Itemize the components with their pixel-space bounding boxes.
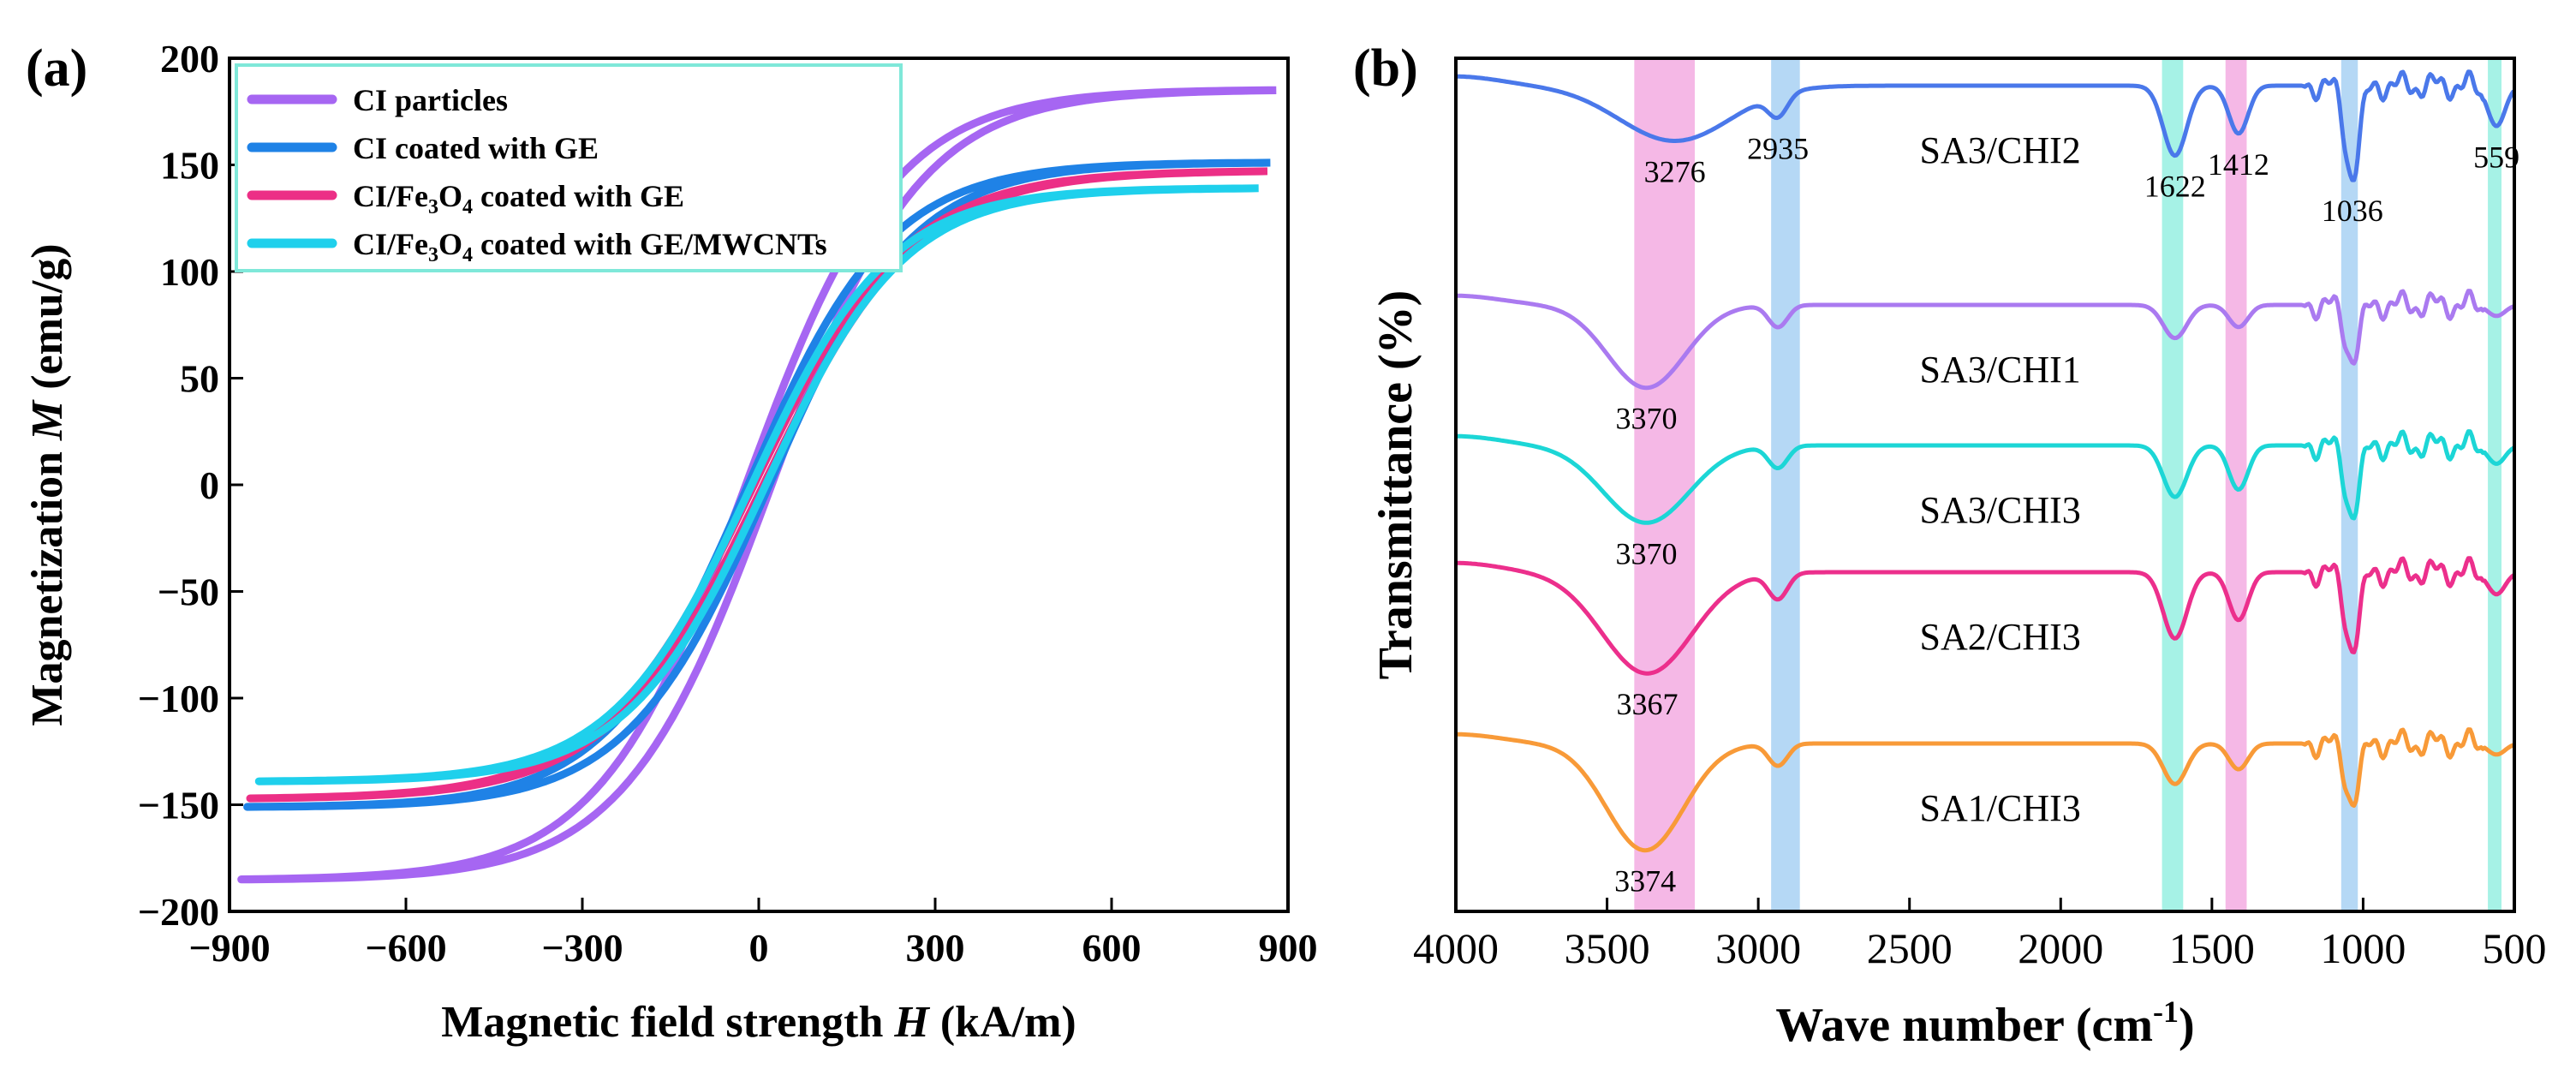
panel-b-series-line	[1455, 69, 2516, 182]
panel-a-x-tick-label: −600	[365, 926, 446, 970]
panel-b-series-line	[1455, 429, 2515, 525]
panel-a-x-axis-title: Magnetic field strength H (kA/m)	[441, 998, 1076, 1047]
panel-b-peak-label: 1036	[2322, 194, 2383, 228]
panel-a-y-tick-label: −100	[138, 677, 219, 720]
panel-a-y-axis-title: Magnetization M (emu/g)	[23, 243, 72, 726]
panel-b-peak-label: 3374	[1614, 864, 1676, 899]
panel-b-highlight-band	[2340, 58, 2358, 911]
panel-a-y-tick-label: −150	[138, 784, 219, 827]
panel-b-peak-label: 1622	[2144, 170, 2206, 204]
panel-b-x-axis-title: Wave number (cm-1)	[1775, 994, 2194, 1052]
panel-b-x-tick-label: 500	[2483, 924, 2547, 972]
panel-a-y-tick-label: −200	[138, 890, 219, 934]
panel-a-legend-label: CI particles	[353, 83, 508, 117]
panel-b-peak-label: 3370	[1615, 402, 1677, 436]
panel-b-series-line	[1455, 289, 2515, 391]
panel-b-series-line	[1455, 556, 2515, 676]
panel-b: (b) SA3/CHI2 SA3/CHI1 SA3/CHI3 SA2/CHI3 SA1/…	[1353, 39, 2547, 1052]
panel-b-x-tick-label: 3000	[1715, 924, 1801, 972]
panel-b-y-axis-title: Transmittance (%)	[1369, 290, 1422, 680]
panel-a-legend-label: CI/Fe3O4 coated with GE/MWCNTs	[353, 227, 827, 266]
panel-b-peak-label: 3276	[1644, 154, 1706, 188]
panel-a-legend-box	[235, 63, 903, 272]
panel-b-highlight-band	[1634, 58, 1695, 911]
panel-a-series-line	[243, 158, 1271, 811]
panel-a-legend-label: CI/Fe3O4 coated with GE	[353, 179, 684, 218]
panel-a-x-tick-label: 300	[906, 926, 965, 970]
panel-b-label: (b)	[1353, 39, 1418, 98]
panel-b-series-label: SA1/CHI3	[1920, 787, 2081, 829]
panel-b-peak-label: 1412	[2208, 147, 2269, 182]
panel-a-label: (a)	[26, 39, 87, 98]
panel-a-series-line	[254, 184, 1259, 785]
panel-b-peak-label: 559	[2473, 140, 2519, 174]
panel-b-series-label: SA2/CHI3	[1920, 616, 2081, 658]
panel-a-x-tick-label: 0	[749, 926, 769, 970]
panel-b-highlight-band	[1771, 58, 1800, 911]
panel-b-x-tick-label: 3500	[1565, 924, 1650, 972]
panel-a-y-tick-label: 200	[160, 37, 219, 81]
panel-b-series-label: SA3/CHI1	[1920, 349, 2081, 391]
panel-b-peak-label: 3367	[1617, 687, 1679, 721]
panel-a-y-tick-label: 50	[180, 357, 219, 401]
panel-b-x-tick-label: 1500	[2169, 924, 2255, 972]
panel-b-x-tick-label: 2500	[1867, 924, 1953, 972]
panel-b-x-tick-label: 4000	[1413, 924, 1499, 972]
panel-a-y-tick-label: 150	[160, 144, 219, 188]
panel-a-y-tick-label: 100	[160, 250, 219, 294]
panel-a-x-tick-label: −900	[188, 926, 270, 970]
panel-b-highlight-band	[2488, 58, 2501, 911]
panel-b-x-tick-label: 2000	[2018, 924, 2103, 972]
panel-b-series-label: SA3/CHI3	[1920, 489, 2081, 531]
panel-b-peak-label: 2935	[1747, 131, 1809, 165]
panel-b-series-label: SA3/CHI2	[1920, 129, 2081, 171]
panel-b-series-line	[1455, 727, 2515, 853]
panel-a: (a) −900 −600 −300 0 300 600 900 −200 −150 −100 −5…	[23, 37, 1318, 1047]
panel-a-y-tick-label: 0	[200, 463, 219, 507]
panel-a-y-tick-label: −50	[158, 570, 219, 614]
panel-a-x-tick-label: 900	[1259, 926, 1318, 970]
panel-b-x-tick-label: 1000	[2320, 924, 2406, 972]
panel-a-x-tick-label: −300	[541, 926, 623, 970]
panel-b-peak-label: 3370	[1615, 536, 1677, 570]
panel-a-x-tick-label: 600	[1082, 926, 1142, 970]
panel-a-legend-label: CI coated with GE	[353, 131, 599, 165]
panel-b-plot-frame	[1454, 57, 2516, 913]
panel-a-series-line	[237, 86, 1277, 884]
panel-a-legend: CI particles CI coated with GE CI/Fe3O4 co…	[235, 63, 903, 272]
